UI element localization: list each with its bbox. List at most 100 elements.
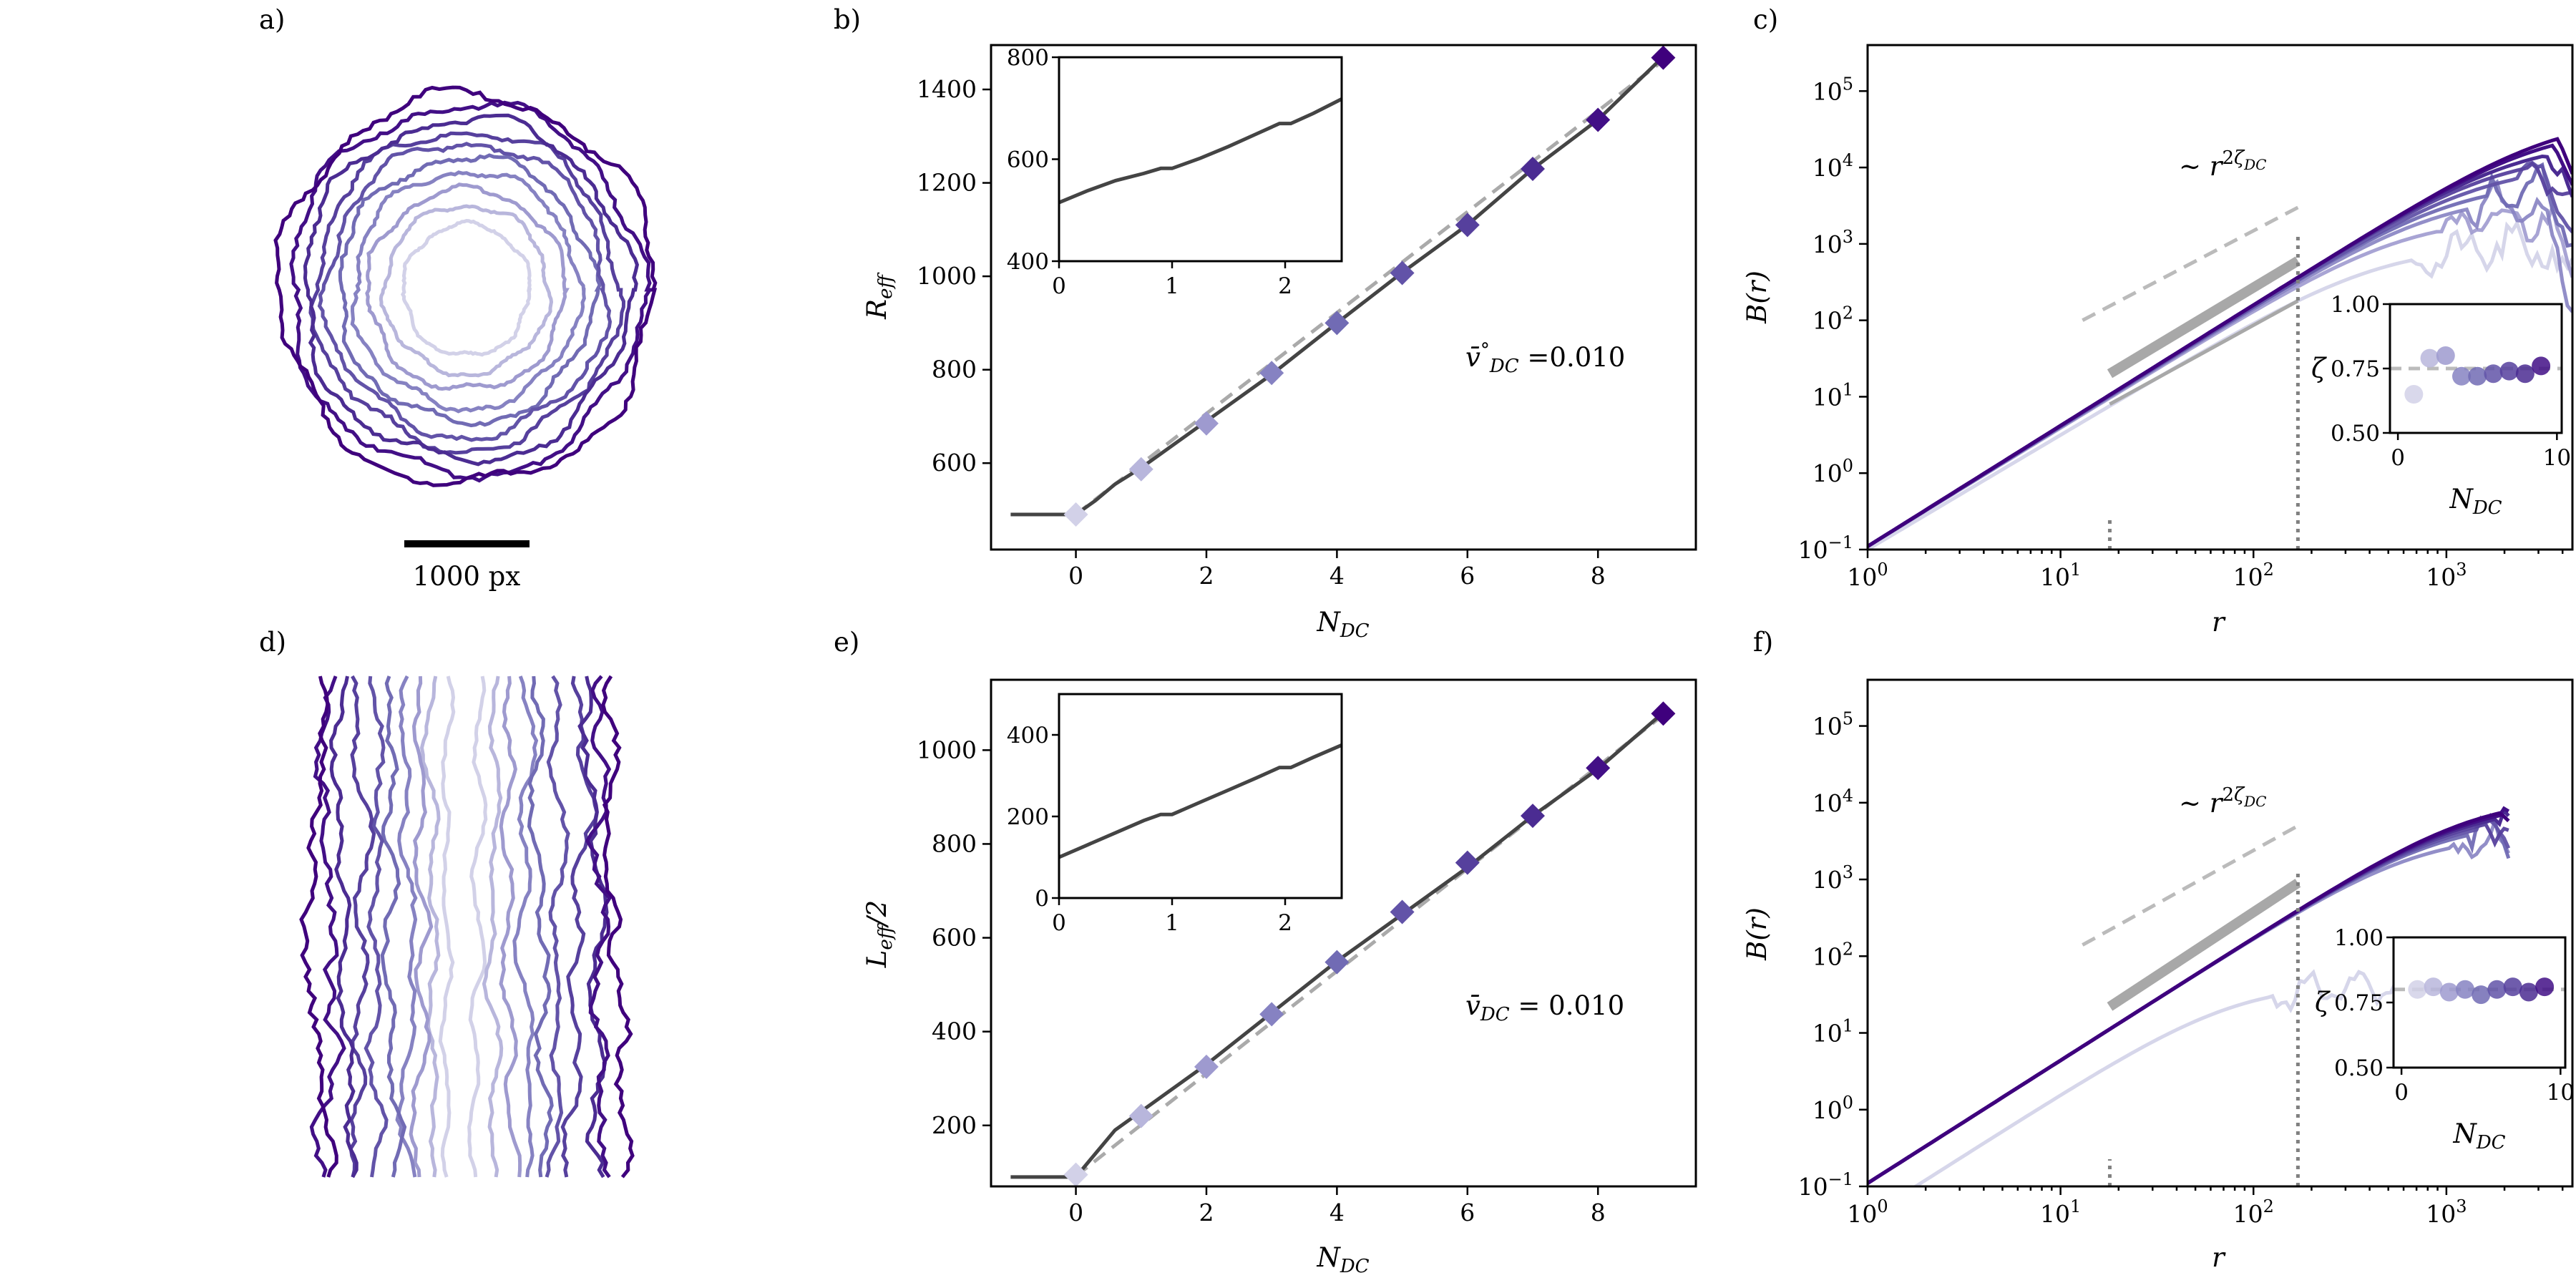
data-point-diamond	[1259, 361, 1284, 386]
inset-background	[1059, 694, 1342, 898]
inset-y-tick-label: 0.75	[2331, 356, 2380, 382]
panel-b-xlabel: NDC	[1316, 607, 1369, 642]
data-point-diamond	[1586, 107, 1611, 132]
inset-roughness-point	[2515, 364, 2534, 384]
scale-bar-label: 1000 px	[413, 561, 521, 592]
panel-b-annotation: v̄°DC =0.010	[1465, 340, 1625, 377]
y-tick-label: 105	[1813, 74, 1853, 105]
inset-x-tick-label: 0	[1052, 910, 1066, 936]
front-contour	[482, 675, 504, 1178]
svg-text:B(r): B(r)	[1742, 907, 1772, 961]
svg-text:v̄°DC =0.010: v̄°DC =0.010	[1465, 340, 1625, 377]
inset-x-tick-label: 10	[2543, 445, 2571, 471]
y-tick-label: 101	[1813, 1016, 1853, 1048]
panel-e-frame	[990, 678, 1697, 1188]
inset-roughness-point	[2519, 982, 2538, 1002]
inset-roughness-point	[2503, 977, 2522, 997]
y-tick-label: 10−1	[1798, 1169, 1853, 1201]
panel-f-frame	[1866, 678, 2574, 1188]
panel-b-ylabel: Reff	[862, 272, 897, 320]
data-point-diamond	[1651, 45, 1676, 70]
svg-text:NDC: NDC	[1316, 1242, 1369, 1277]
x-tick-label: 103	[2426, 560, 2467, 591]
droplet-contour	[303, 113, 640, 467]
fit-segment	[2107, 879, 2301, 1011]
structure-factor-curve	[1868, 811, 2510, 1185]
front-contour	[512, 675, 539, 1178]
data-point-diamond	[1063, 1162, 1088, 1187]
y-tick-label: 103	[1813, 227, 1853, 258]
inset-line	[1058, 743, 1342, 859]
inset-roughness-point	[2439, 982, 2459, 1002]
front-contour	[601, 675, 635, 1179]
data-point-diamond	[1586, 756, 1611, 781]
y-tick-label: 104	[1813, 786, 1853, 817]
panel-c-ylabel: B(r)	[1742, 270, 1772, 324]
svg-text:r: r	[2212, 1242, 2226, 1273]
inset-x-tick-label: 2	[1278, 910, 1292, 936]
front-contour	[467, 675, 488, 1178]
droplet-contour	[350, 170, 586, 414]
inset-roughness-point	[2484, 364, 2503, 384]
inset-roughness-point	[2468, 366, 2487, 386]
x-tick-label: 8	[1591, 562, 1606, 590]
inset-line	[1058, 97, 1343, 205]
front-contour	[309, 675, 346, 1178]
data-point-diamond	[1324, 311, 1350, 336]
inset-y-tick-label: 200	[1007, 804, 1049, 830]
inset-y-tick-label: 0.50	[2334, 1055, 2384, 1081]
panel-f-xlabel: r	[2212, 1242, 2226, 1273]
panel-label-d: d)	[259, 627, 286, 658]
data-point-diamond	[1520, 804, 1545, 829]
inset-y-tick-label: 0.75	[2334, 990, 2384, 1016]
panel-e-annotation: v̄DC = 0.010	[1465, 990, 1624, 1025]
x-tick-label: 2	[1199, 562, 1214, 590]
scaling-guide-line	[2082, 205, 2299, 322]
data-point-diamond	[1128, 457, 1153, 482]
panel-label-f: f)	[1753, 627, 1773, 658]
inset-xlabel: NDC	[2452, 1118, 2505, 1153]
inset-roughness-point	[2487, 980, 2507, 999]
data-point-diamond	[1455, 213, 1480, 238]
inset-roughness-point	[2424, 977, 2443, 997]
y-tick-label: 200	[932, 1111, 977, 1139]
x-tick-label: 4	[1330, 562, 1345, 590]
y-tick-label: 800	[932, 356, 977, 384]
x-tick-label: 6	[1460, 1199, 1475, 1226]
data-point-diamond	[1651, 701, 1676, 726]
droplet-contour	[317, 142, 613, 442]
inset-frame	[1058, 693, 1343, 899]
front-contour	[419, 675, 441, 1178]
inset-y-tick-label: 400	[1007, 249, 1049, 275]
front-contour	[560, 675, 599, 1178]
data-point-diamond	[1194, 1054, 1219, 1079]
x-tick-label: 0	[1068, 1199, 1083, 1226]
data-point-diamond	[1390, 260, 1415, 286]
x-tick-label: 101	[2040, 1196, 2081, 1228]
inset-roughness-point	[2535, 977, 2555, 997]
y-tick-label: 102	[1813, 303, 1853, 335]
inset-roughness-point	[2404, 385, 2424, 404]
y-tick-label: 1200	[917, 169, 977, 197]
inset-y-tick-label: 800	[1007, 45, 1049, 71]
x-tick-label: 100	[1847, 1196, 1888, 1228]
data-point-diamond	[1063, 502, 1088, 527]
panel-c-frame	[1866, 44, 2574, 551]
y-tick-label: 10−1	[1798, 532, 1853, 564]
front-contour	[329, 675, 358, 1179]
inset-y-tick-label: 0	[1035, 886, 1049, 912]
droplet-contour	[365, 182, 570, 391]
svg-text:NDC: NDC	[1316, 607, 1369, 642]
inset-ylabel: ζ	[2311, 353, 2327, 384]
inset-x-tick-label: 0	[2394, 1080, 2409, 1106]
svg-text:r: r	[2212, 607, 2226, 638]
front-contour	[499, 675, 522, 1178]
front-contour	[409, 675, 434, 1178]
panel-f-scaling-annotation: ∼ r2ζDC	[2179, 784, 2266, 819]
fit-segment	[2107, 256, 2301, 379]
droplet-contour	[273, 85, 658, 487]
